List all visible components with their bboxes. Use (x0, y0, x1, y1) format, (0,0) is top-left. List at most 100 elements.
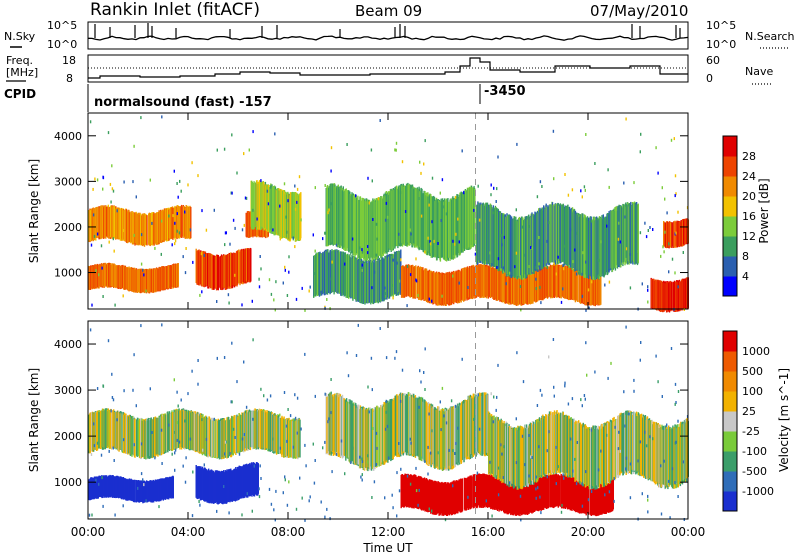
heatmap-cell (145, 269, 148, 294)
xtick-label: 04:00 (171, 525, 206, 539)
scatter-cell (314, 394, 316, 398)
heatmap-cell (98, 264, 100, 289)
scatter-cell (376, 446, 378, 450)
heatmap-cell (388, 256, 390, 299)
heatmap-cell (404, 473, 406, 507)
scatter-cell (452, 484, 454, 488)
scatter-cell (490, 193, 492, 197)
heatmap-cell (602, 427, 604, 485)
scatter-cell (154, 456, 156, 460)
scatter-cell (553, 262, 555, 266)
scatter-cell (530, 455, 532, 459)
noise-panel-frame (87, 21, 689, 50)
scatter-cell (581, 195, 583, 199)
scatter-cell (168, 423, 170, 427)
scatter-cell (590, 490, 593, 493)
heatmap-cell (561, 204, 563, 263)
scatter-cell (564, 173, 566, 176)
scatter-cell (218, 430, 221, 434)
heatmap-cell (96, 263, 99, 288)
scatter-cell (260, 179, 262, 183)
scatter-cell (347, 374, 350, 378)
heatmap-cell (535, 212, 537, 272)
scatter-cell (149, 387, 151, 391)
heatmap-cell (543, 206, 545, 266)
scatter-cell (112, 189, 115, 193)
scatter-cell (535, 287, 537, 291)
heatmap-cell (459, 192, 462, 255)
colorbar-frame (722, 330, 738, 512)
scatter-cell (292, 236, 294, 240)
heatmap-cell (525, 273, 527, 304)
heatmap-cell (533, 421, 535, 485)
heatmap-cell (167, 477, 169, 500)
heatmap-cell (681, 278, 684, 310)
noise-left-tick-high: 10^5 (47, 19, 77, 32)
heatmap-cell (537, 422, 539, 478)
heatmap-cell (511, 273, 513, 305)
scatter-cell (224, 243, 226, 247)
scatter-cell (563, 476, 565, 480)
station-title: Rankin Inlet (fitACF) (90, 0, 260, 20)
scatter-cell (392, 296, 394, 300)
heatmap-cell (139, 480, 142, 503)
heatmap-cell (270, 411, 272, 452)
heatmap-cell (482, 392, 484, 455)
scatter-cell (90, 243, 93, 247)
scatter-cell (670, 347, 673, 350)
scatter-cell (567, 402, 570, 406)
scatter-cell (279, 204, 281, 208)
scatter-cell (330, 277, 332, 281)
scatter-cell (677, 419, 679, 423)
heatmap-cell (581, 270, 583, 304)
heatmap-cell (238, 249, 240, 284)
scatter-cell (367, 460, 369, 464)
heatmap-cell (98, 412, 101, 449)
scatter-cell (640, 341, 642, 344)
scatter-cell (178, 440, 181, 444)
scatter-cell (467, 286, 469, 289)
scatter-cell (201, 290, 203, 294)
heatmap-cell (115, 475, 117, 498)
scatter-cell (398, 279, 401, 283)
scatter-cell (548, 355, 550, 359)
scatter-cell (562, 287, 564, 291)
heatmap-cell (237, 416, 239, 453)
scatter-cell (295, 297, 298, 301)
scatter-cell (189, 437, 192, 441)
heatmap-cell (388, 254, 391, 299)
ytick-label: 3000 (54, 384, 82, 397)
heatmap-cell (332, 396, 334, 456)
scatter-cell (401, 368, 404, 372)
heatmap-cell (679, 281, 682, 311)
heatmap-cell (560, 415, 562, 471)
heatmap-cell (189, 411, 191, 449)
scatter-cell (372, 218, 374, 221)
colorbar-segment (723, 351, 737, 372)
scatter-cell (429, 242, 432, 246)
heatmap-cell (221, 256, 223, 291)
heatmap-cell (415, 265, 417, 298)
scatter-cell (604, 283, 606, 287)
scatter-cell (608, 280, 611, 284)
scatter-cell (140, 442, 143, 446)
scatter-cell (260, 387, 262, 391)
scatter-cell (581, 404, 583, 408)
scatter-cell (495, 200, 497, 203)
scatter-cell (492, 211, 495, 215)
scatter-cell (606, 433, 608, 437)
scatter-cell (313, 272, 316, 275)
heatmap-cell (90, 265, 92, 289)
heatmap-cell (526, 219, 529, 275)
scatter-cell (660, 464, 662, 468)
scatter-cell (628, 412, 630, 416)
scatter-cell (562, 473, 564, 477)
scatter-cell (392, 506, 394, 510)
scatter-cell (176, 421, 178, 425)
heatmap-cell (548, 266, 550, 297)
scatter-cell (216, 356, 218, 360)
scatter-cell (478, 218, 481, 222)
scatter-cell (191, 514, 194, 518)
scatter-cell (433, 239, 435, 243)
